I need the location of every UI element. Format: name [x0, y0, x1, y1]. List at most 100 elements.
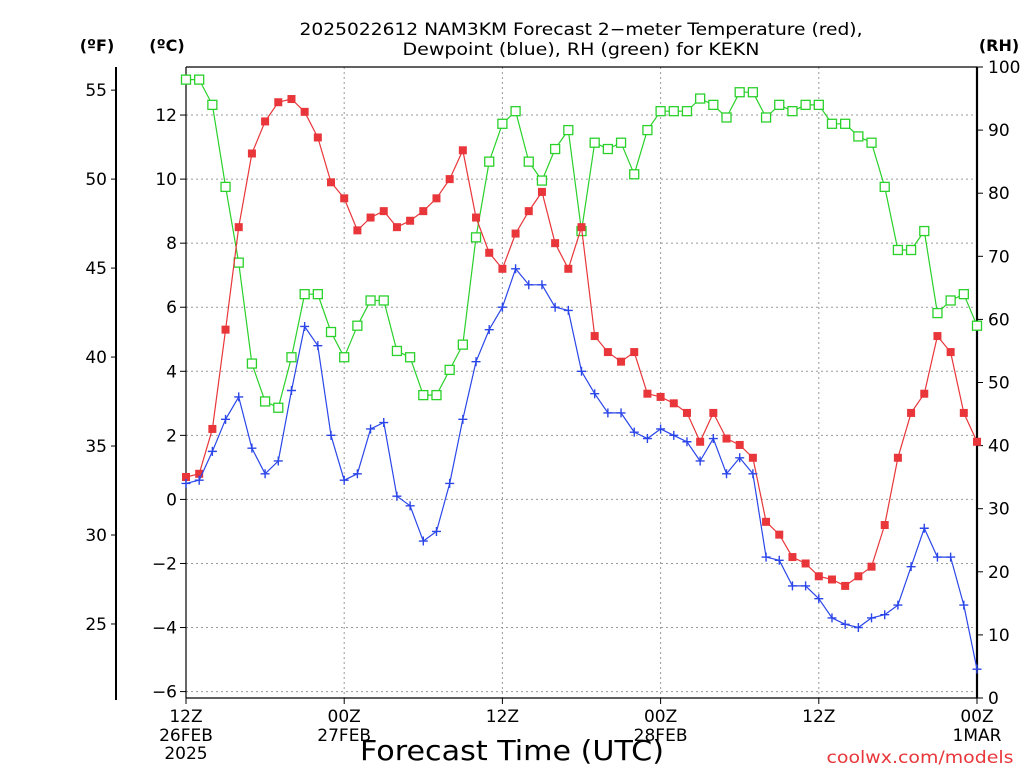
relative-humidity-point [312, 289, 323, 300]
relative-humidity-point [602, 143, 614, 155]
dewpoint-point [603, 408, 613, 418]
dewpoint-point [234, 392, 244, 402]
dewpoint-point [497, 302, 507, 312]
temperature-point [247, 149, 256, 158]
relative-humidity-point [642, 124, 653, 136]
temperature-point [379, 207, 388, 216]
relative-humidity-point [431, 389, 442, 401]
relative-humidity-point [457, 339, 469, 350]
dewpoint-point [537, 280, 547, 290]
dewpoint-point [366, 424, 376, 434]
temperature-point [788, 553, 797, 562]
temperature-point [208, 424, 217, 433]
rh-axis-tick-label: 20 [988, 563, 1010, 583]
temperature-series [182, 95, 981, 590]
dewpoint-series [181, 264, 982, 674]
rh-axis-tick-label: 100 [988, 58, 1020, 78]
dewpoint-point [893, 600, 903, 610]
temperature-point [933, 332, 942, 341]
temperature-point [893, 453, 902, 462]
temperature-point [537, 187, 546, 196]
gridlines [186, 67, 977, 698]
relative-humidity-point [905, 244, 917, 256]
time-axis-tick-label: 12Z [802, 707, 835, 727]
temperature-point [419, 207, 428, 216]
relative-humidity-point [286, 352, 297, 363]
relative-humidity-point [919, 225, 930, 237]
time-axis-tick-label: 26FEB [159, 726, 213, 746]
temperature-point [524, 207, 533, 216]
temperature-point [854, 572, 863, 581]
rh-axis-tick-label: 60 [988, 310, 1010, 330]
relative-humidity-point [787, 106, 798, 117]
dewpoint-point [260, 469, 270, 479]
temperature-point [195, 469, 204, 478]
dewpoint-point [748, 469, 758, 479]
dewpoint-point [906, 562, 916, 572]
time-axis-tick-label: 27FEB [317, 726, 371, 746]
celsius-axis-tick-label: 6 [166, 298, 177, 318]
relative-humidity-point [681, 106, 693, 117]
temperature-point [656, 392, 665, 401]
temperature-point [564, 264, 573, 273]
dewpoint-point [801, 581, 811, 591]
temperature-point [366, 213, 375, 222]
dewpoint-point [827, 613, 837, 623]
dewpoint-point [445, 478, 455, 488]
temperature-point [709, 408, 718, 417]
fahrenheit-axis-tick-label: 55 [85, 81, 107, 101]
source-credit: coolwx.com/models [827, 748, 1014, 768]
relative-humidity-point [958, 289, 969, 300]
rh-axis-tick-label: 70 [988, 247, 1010, 267]
celsius-axis-tick-label: 2 [166, 426, 177, 446]
temperature-point [630, 348, 639, 357]
temperature-point [775, 530, 784, 539]
relative-humidity-point [721, 112, 732, 123]
dewpoint-point [919, 523, 929, 533]
relative-humidity-point [365, 295, 376, 306]
relative-humidity-point [800, 99, 811, 111]
dewpoint-point [313, 341, 323, 351]
relative-humidity-point [299, 289, 310, 300]
temperature-point [682, 408, 691, 417]
temperature-point [313, 133, 322, 142]
relative-humidity-point [853, 131, 864, 142]
relative-humidity-point [655, 106, 666, 117]
dewpoint-point [273, 456, 283, 466]
temperature-point [353, 226, 362, 235]
dewpoint-point [853, 623, 863, 633]
rh-axis-tick-label: 30 [988, 500, 1010, 520]
dewpoint-point [221, 414, 231, 424]
temperature-point [643, 389, 652, 398]
dewpoint-point [352, 469, 362, 479]
dewpoint-point [932, 552, 942, 562]
temperature-point [762, 517, 771, 526]
relative-humidity-series [180, 74, 983, 413]
rh-axis-tick-label: 80 [988, 184, 1010, 204]
celsius-axis-tick-label: 4 [166, 362, 177, 382]
dewpoint-point [247, 443, 257, 453]
temperature-point [867, 562, 876, 571]
temperature-point [748, 453, 757, 462]
relative-humidity-point [246, 358, 258, 369]
dewpoint-point [774, 555, 784, 565]
temperature-point [590, 332, 599, 341]
time-axis-tick-label: 00Z [644, 707, 677, 727]
dewpoint-point [972, 664, 982, 674]
temperature-point [696, 437, 705, 446]
relative-humidity-point [734, 87, 745, 98]
dewpoint-point [814, 594, 824, 604]
relative-humidity-point [418, 389, 429, 401]
dewpoint-point [524, 280, 534, 290]
rh-axis-tick-label: 90 [988, 121, 1010, 141]
temperature-point [445, 175, 454, 184]
relative-humidity-point [536, 175, 548, 186]
relative-humidity-point [668, 106, 679, 117]
time-axis-tick-label: 12Z [169, 707, 202, 727]
relative-humidity-point [826, 118, 838, 129]
dewpoint-point [656, 424, 666, 434]
temperature-point [603, 348, 612, 357]
time-axis-tick-label: 00Z [328, 707, 361, 727]
relative-humidity-point [194, 74, 205, 85]
